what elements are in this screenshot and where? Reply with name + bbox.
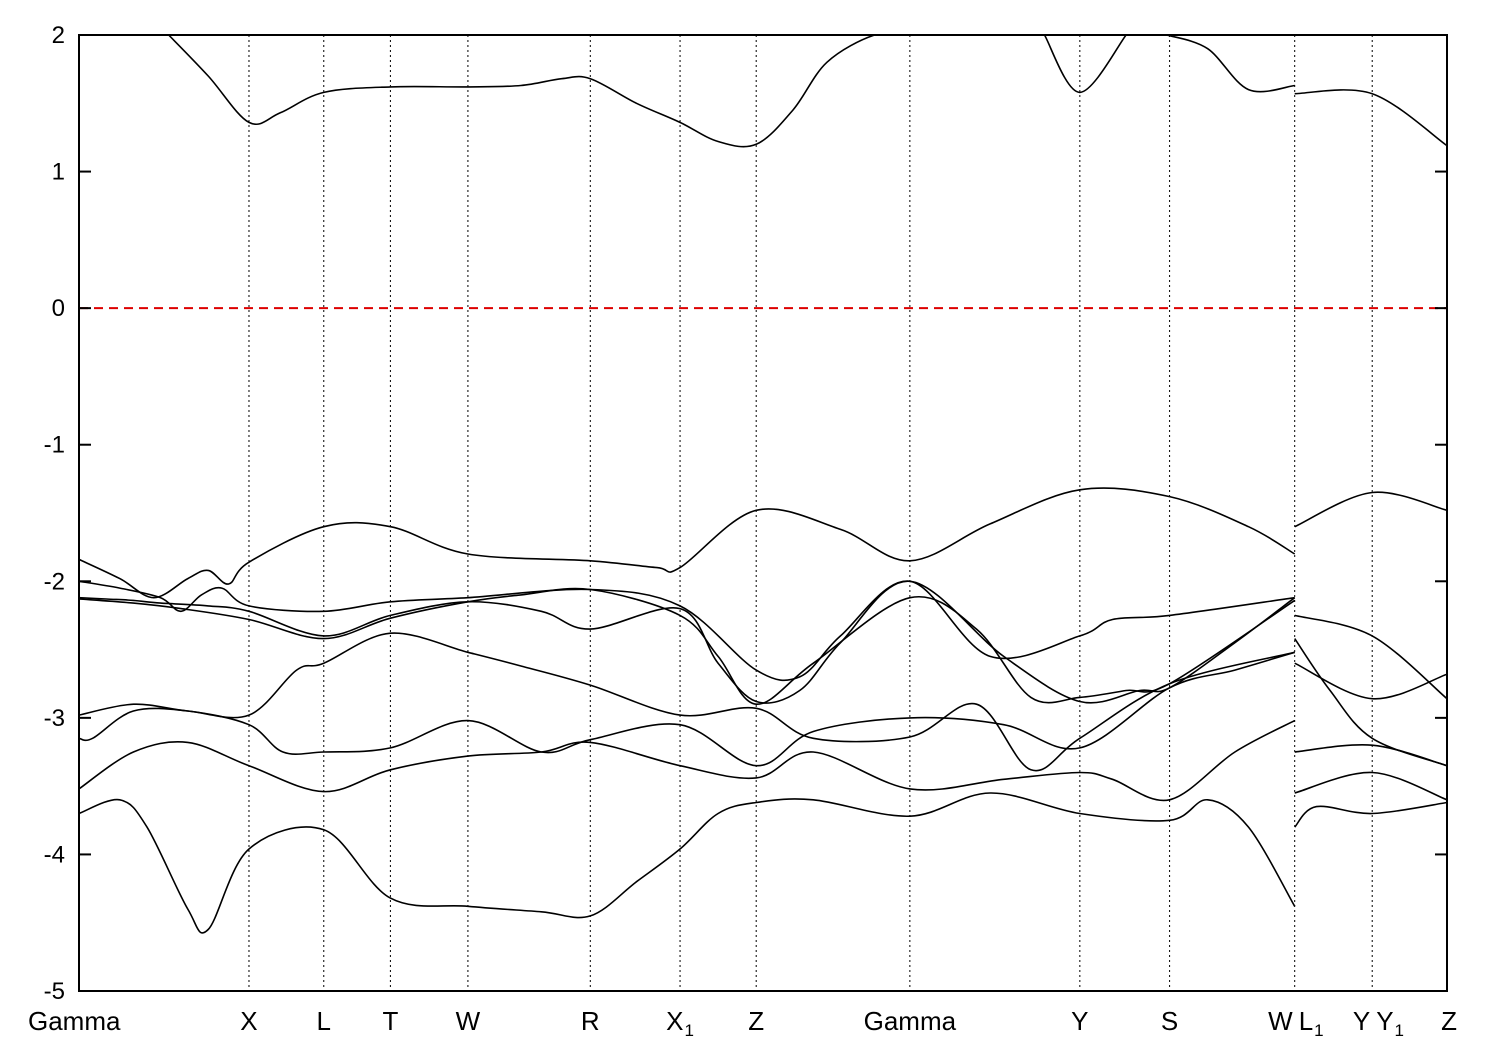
band-5-segment-1 [79, 632, 1295, 772]
x-tick-label: Gamma [28, 1006, 121, 1036]
band-1-segment-3 [1166, 35, 1295, 93]
y-tick-label: -2 [44, 568, 65, 595]
y-tick-label: -5 [44, 978, 65, 1005]
x-tick-label: Z [748, 1006, 764, 1036]
band-2-segment-2 [1294, 491, 1447, 528]
x-tick-label: X1 [666, 1006, 694, 1040]
x-tick-label: X [240, 1006, 257, 1036]
y-tick-label: 0 [52, 295, 65, 322]
x-tick-label: L1 [1299, 1006, 1324, 1040]
x-tick-label: Gamma [864, 1006, 957, 1036]
band-1-segment-4 [1294, 89, 1447, 147]
band-4-segment-1 [79, 587, 1296, 706]
x-tick-label: T [382, 1006, 398, 1036]
band-1-segment-2 [1043, 35, 1127, 94]
y-tick-label: -1 [44, 432, 65, 459]
x-tick-label: W [1268, 1006, 1293, 1036]
x-tick-label: S [1161, 1006, 1178, 1036]
band-8-segment-2 [1294, 801, 1447, 828]
x-tick-label: Y [1353, 1006, 1370, 1036]
x-tick-label: W [456, 1006, 481, 1036]
y-axis: -5 -4 -3 -2 -1 0 1 2 [44, 22, 1447, 1005]
grid-lines [248, 35, 1373, 991]
x-axis: Gamma X L T W R X1 Z Gamma Y S W L1 Y Y1 Z [28, 1006, 1457, 1040]
x-tick-label: R [581, 1006, 600, 1036]
x-tick-label: L [317, 1006, 331, 1036]
band-7-segment-2 [1294, 771, 1447, 801]
band-8-segment-1 [79, 792, 1296, 934]
band-1-segment-1 [168, 35, 910, 148]
y-tick-label: -4 [44, 841, 65, 868]
x-tick-label: Y1 [1376, 1006, 1404, 1040]
y-tick-label: 2 [52, 22, 65, 49]
y-tick-label: 1 [52, 159, 65, 186]
band-5-segment-2 [1294, 662, 1447, 700]
plot-frame [78, 34, 1448, 992]
x-tick-label: Z [1441, 1006, 1457, 1036]
band-9-segment-1 [79, 580, 1296, 704]
band-lines [79, 35, 1447, 934]
band-6-segment-2 [1294, 743, 1447, 767]
band-2-segment-1 [79, 487, 1296, 599]
y-tick-label: -3 [44, 705, 65, 732]
band-6-segment-1 [79, 651, 1295, 767]
x-tick-label: Y [1071, 1006, 1088, 1036]
band-3-segment-1 [79, 580, 1295, 682]
band-3-segment-2 [1294, 614, 1447, 700]
band-7-segment-1 [79, 719, 1296, 802]
band-4-segment-2 [1294, 638, 1447, 767]
